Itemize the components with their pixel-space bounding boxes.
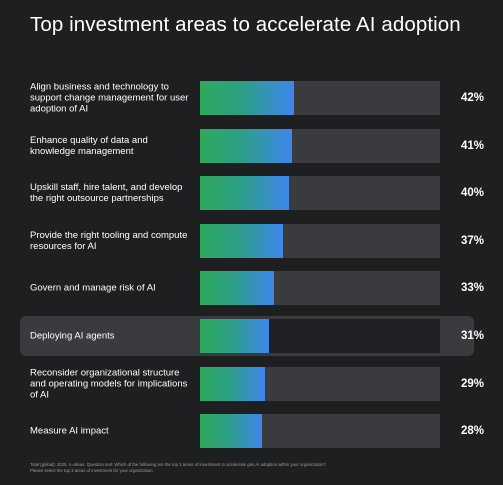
- bar-row: Deploying AI agents 31%: [20, 316, 484, 356]
- bar-row: Measure AI impact 28%: [20, 411, 484, 451]
- bar-track: [200, 176, 440, 211]
- bar-category-label: Measure AI impact: [30, 425, 109, 437]
- bar-value-label: 40%: [460, 187, 484, 200]
- bar-value-label: 41%: [460, 139, 484, 152]
- bar-category-label: Reconsider organizational structure and …: [30, 367, 188, 401]
- bar-row: Enhance quality of data and knowledge ma…: [20, 126, 484, 166]
- bar: [200, 176, 290, 211]
- bar-value-label: 42%: [460, 92, 484, 104]
- bar-category-label: Govern and manage risk of AI: [30, 282, 156, 294]
- bar-value-label: 33%: [460, 282, 484, 295]
- bar-track: [200, 271, 440, 306]
- bar-row: Upskill staff, hire talent, and develop …: [20, 173, 484, 213]
- bar-track: [200, 128, 440, 163]
- bar-value-label: 37%: [460, 234, 484, 247]
- bar-row: Govern and manage risk of AI 33%: [20, 268, 484, 308]
- bar-category-label: Deploying AI agents: [30, 330, 115, 342]
- bar-value-label: 29%: [460, 377, 484, 390]
- bar-track: [200, 319, 440, 353]
- bar-track: [200, 81, 440, 115]
- bar-track: [200, 223, 440, 258]
- bar: [200, 414, 263, 449]
- bar-category-label: Upskill staff, hire talent, and develop …: [30, 182, 183, 205]
- chart-title: Top investment areas to accelerate AI ad…: [30, 13, 461, 36]
- bar-category-label: Align business and technology to support…: [30, 81, 189, 115]
- footnote-line-1: Total (global): 2025. n=Ideas. Question …: [30, 462, 326, 467]
- footnote: Total (global): 2025. n=Ideas. Question …: [30, 462, 470, 474]
- bar: [200, 319, 270, 353]
- bar-row: Align business and technology to support…: [20, 78, 484, 118]
- footnote-line-2: Please select the top 3 areas of investm…: [30, 468, 154, 473]
- bar-row: Provide the right tooling and compute re…: [20, 221, 484, 261]
- bar-track: [200, 366, 440, 401]
- bar: [200, 81, 294, 115]
- bar-category-label: Provide the right tooling and compute re…: [30, 229, 188, 252]
- bar: [200, 128, 292, 163]
- bar-value-label: 28%: [460, 425, 484, 438]
- bar: [200, 223, 283, 258]
- bar-value-label: 31%: [460, 330, 484, 342]
- bar-row: Reconsider organizational structure and …: [20, 364, 484, 404]
- bar-category-label: Enhance quality of data and knowledge ma…: [30, 134, 148, 157]
- bar: [200, 271, 274, 306]
- bar: [200, 366, 265, 401]
- bar-track: [200, 414, 440, 449]
